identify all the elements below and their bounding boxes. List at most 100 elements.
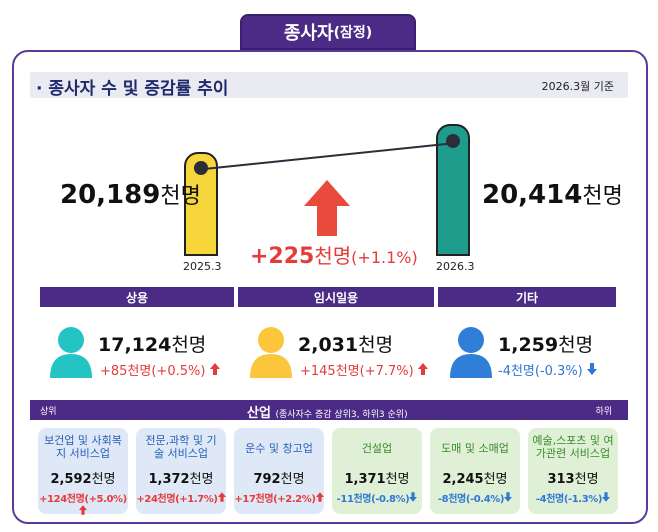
industry-value-number: 2,245 bbox=[442, 472, 484, 487]
section-title: · 종사자 수 및 증감률 추이 bbox=[36, 79, 229, 99]
pillar-2026-label: 2026.3 bbox=[436, 260, 475, 273]
category-value-number: 17,124 bbox=[98, 334, 172, 356]
category-change-other: -4천명(-0.3%) bbox=[498, 360, 597, 379]
industry-name: 도매 및 소매업 bbox=[441, 442, 509, 455]
industry-change: +24천명(+1.7%) bbox=[136, 490, 226, 505]
industry-value-number: 792 bbox=[253, 472, 281, 487]
total-change-unit: 천명 bbox=[314, 244, 352, 268]
industry-card: 예술,스포츠 및 여가관련 서비스업 313천명 -4천명(-1.3%) bbox=[528, 428, 618, 514]
industry-value-number: 2,592 bbox=[50, 472, 92, 487]
industry-card: 운수 및 창고업 792천명 +17천명(+2.2%) bbox=[234, 428, 324, 514]
total-change-value: +225 bbox=[250, 244, 315, 269]
up-arrow-icon bbox=[79, 505, 87, 515]
industry-title-text: 산업 bbox=[247, 406, 271, 421]
industry-change-text: -4천명(-1.3%) bbox=[535, 494, 603, 505]
category-header-label: 임시일용 bbox=[313, 290, 359, 305]
page-title-tab: 종사자 (잠정) bbox=[240, 14, 416, 50]
industry-value: 313천명 bbox=[528, 468, 618, 487]
industry-change: -4천명(-1.3%) bbox=[528, 490, 618, 505]
category-change-temporary: +145천명(+7.7%) bbox=[300, 360, 428, 379]
industry-value: 792천명 bbox=[234, 468, 324, 487]
total-change-pct: (+1.1%) bbox=[351, 248, 418, 267]
industry-value: 1,371천명 bbox=[332, 468, 422, 487]
category-header-label: 기타 bbox=[515, 290, 539, 305]
industry-value: 2,245천명 bbox=[430, 468, 520, 487]
pillar-2025-label: 2025.3 bbox=[183, 260, 222, 273]
pillar-2025-dot bbox=[194, 161, 208, 175]
industry-value-unit: 천명 bbox=[483, 472, 508, 487]
page-title-suffix: (잠정) bbox=[333, 25, 373, 41]
value-2026-number: 20,414 bbox=[482, 180, 583, 210]
up-arrow-icon bbox=[209, 363, 220, 375]
category-header-regular: 상용 bbox=[40, 287, 234, 307]
value-2025-unit: 천명 bbox=[160, 184, 201, 209]
down-arrow-icon bbox=[409, 492, 418, 502]
category-value-other: 1,259천명 bbox=[498, 330, 593, 357]
value-2026: 20,414천명 bbox=[482, 178, 623, 210]
up-arrow-icon bbox=[315, 492, 324, 502]
person-icon bbox=[450, 327, 492, 378]
industry-change: -11천명(-0.8%) bbox=[332, 490, 422, 505]
up-arrow-icon bbox=[417, 363, 428, 375]
industry-card: 보건업 및 사회복지 서비스업 2,592천명 +124천명(+5.0%) bbox=[38, 428, 128, 515]
person-icon bbox=[50, 327, 92, 378]
industry-value-number: 313 bbox=[547, 472, 575, 487]
industry-value: 1,372천명 bbox=[136, 468, 226, 487]
industry-value-unit: 천명 bbox=[189, 472, 214, 487]
industry-card: 건설업 1,371천명 -11천명(-0.8%) bbox=[332, 428, 422, 514]
up-arrow-icon bbox=[217, 492, 226, 502]
industry-subtitle: (종사자수 증감 상위3, 하위3 순위) bbox=[275, 410, 408, 420]
category-value-unit: 천명 bbox=[171, 334, 207, 356]
industry-change-text: -11천명(-0.8%) bbox=[336, 494, 410, 505]
industry-value-unit: 천명 bbox=[385, 472, 410, 487]
increase-arrow-icon bbox=[304, 180, 350, 236]
industry-change-text: +124천명(+5.0%) bbox=[39, 494, 127, 505]
category-change-regular: +85천명(+0.5%) bbox=[100, 360, 220, 379]
industry-card: 전문,과학 및 기술 서비스업 1,372천명 +24천명(+1.7%) bbox=[136, 428, 226, 514]
category-value-regular: 17,124천명 bbox=[98, 330, 206, 357]
rank-bottom-label: 하위 bbox=[595, 407, 612, 417]
category-value-number: 2,031 bbox=[298, 334, 359, 356]
down-arrow-icon bbox=[504, 492, 513, 502]
category-change-text: -4천명(-0.3%) bbox=[498, 364, 583, 379]
industry-card: 도매 및 소매업 2,245천명 -8천명(-0.4%) bbox=[430, 428, 520, 514]
value-2025-number: 20,189 bbox=[60, 180, 161, 210]
category-value-unit: 천명 bbox=[358, 334, 394, 356]
industry-value-unit: 천명 bbox=[574, 472, 599, 487]
industry-value-unit: 천명 bbox=[91, 472, 116, 487]
industry-header-bar bbox=[30, 400, 628, 420]
page-title: 종사자 bbox=[283, 23, 334, 44]
down-arrow-icon bbox=[602, 492, 611, 502]
industry-name: 운수 및 창고업 bbox=[245, 442, 313, 455]
category-header-label: 상용 bbox=[125, 290, 149, 305]
value-2026-unit: 천명 bbox=[582, 184, 623, 209]
industry-change-text: -8천명(-0.4%) bbox=[437, 494, 505, 505]
rank-top-label: 상위 bbox=[40, 407, 57, 417]
industry-name: 전문,과학 및 기술 서비스업 bbox=[145, 434, 217, 460]
industry-name: 보건업 및 사회복지 서비스업 bbox=[44, 434, 122, 460]
base-date: 2026.3월 기준 bbox=[541, 80, 614, 93]
industry-change-text: +17천명(+2.2%) bbox=[234, 494, 316, 505]
person-icon bbox=[250, 327, 292, 378]
value-2025: 20,189천명 bbox=[60, 178, 201, 210]
category-header-other: 기타 bbox=[438, 287, 616, 307]
industry-change: -8천명(-0.4%) bbox=[430, 490, 520, 505]
category-change-text: +85천명(+0.5%) bbox=[100, 364, 206, 379]
total-change: +225천명(+1.1%) bbox=[250, 240, 418, 269]
industry-name: 건설업 bbox=[361, 442, 393, 455]
industry-value-number: 1,372 bbox=[148, 472, 190, 487]
industry-change: +124천명(+5.0%) bbox=[38, 490, 128, 518]
down-arrow-icon bbox=[586, 363, 597, 375]
category-value-number: 1,259 bbox=[498, 334, 559, 356]
section-header-bar bbox=[30, 72, 628, 98]
industry-change-text: +24천명(+1.7%) bbox=[136, 494, 218, 505]
category-value-unit: 천명 bbox=[558, 334, 594, 356]
industry-value-unit: 천명 bbox=[280, 472, 305, 487]
category-change-text: +145천명(+7.7%) bbox=[300, 364, 414, 379]
industry-change: +17천명(+2.2%) bbox=[234, 490, 324, 505]
industry-name: 예술,스포츠 및 여가관련 서비스업 bbox=[532, 434, 614, 460]
industry-value: 2,592천명 bbox=[38, 468, 128, 487]
category-header-temporary: 임시일용 bbox=[238, 287, 434, 307]
pillar-2026-dot bbox=[446, 134, 460, 148]
industry-title: 산업 (종사자수 증감 상위3, 하위3 순위) bbox=[247, 402, 408, 421]
